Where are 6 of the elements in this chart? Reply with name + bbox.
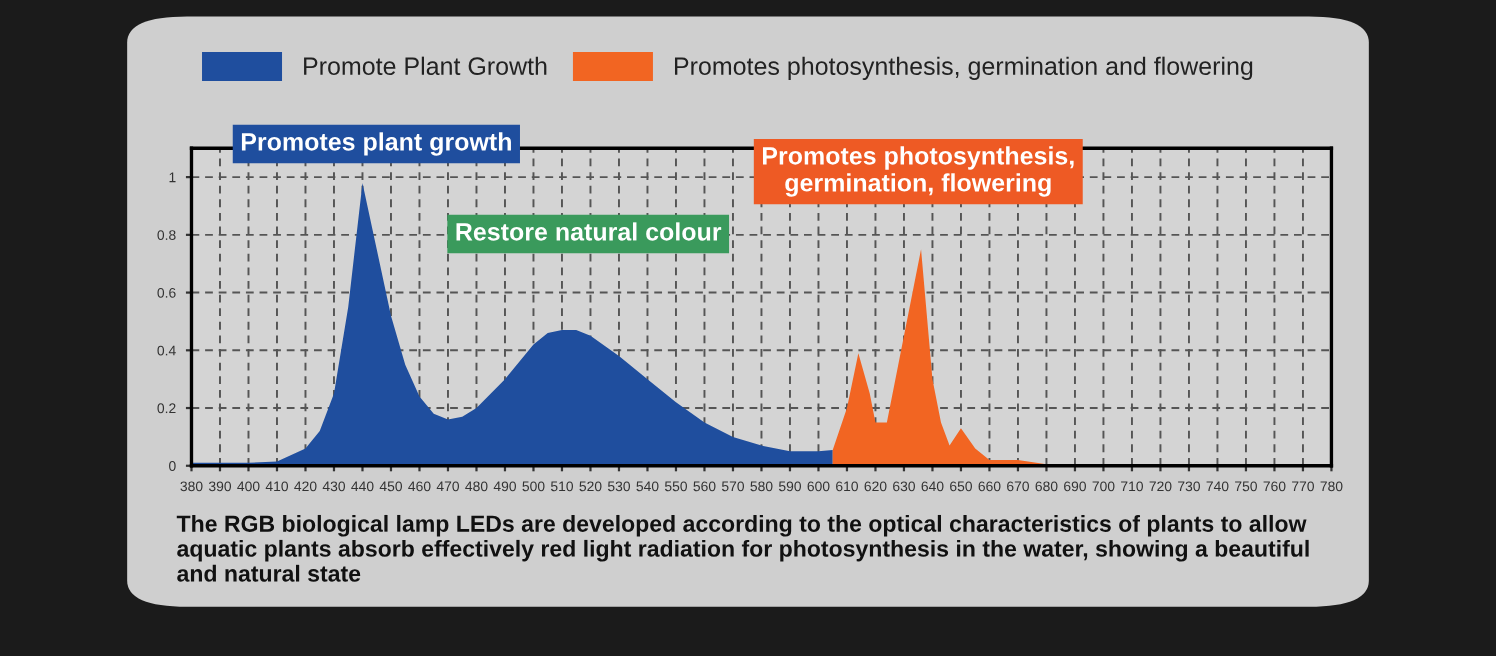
annotation: Promotes photosynthesis, germination, flowering bbox=[762, 146, 1074, 197]
annotation: Promotes plant growth bbox=[241, 132, 511, 156]
text: The RGB biological lamp LEDs are developed according to the optical characteristics of plants to allow aquatic plants absorb effectively red light radiation for photosynthesis in the water, showing a beautiful and natural state bbox=[176, 514, 1309, 582]
legend-label: Promote Plant Growth bbox=[304, 56, 547, 76]
legend-label: Promotes photosynthesis, germination and flowering bbox=[674, 56, 1253, 80]
annotation: Restore natural colour bbox=[456, 222, 722, 241]
